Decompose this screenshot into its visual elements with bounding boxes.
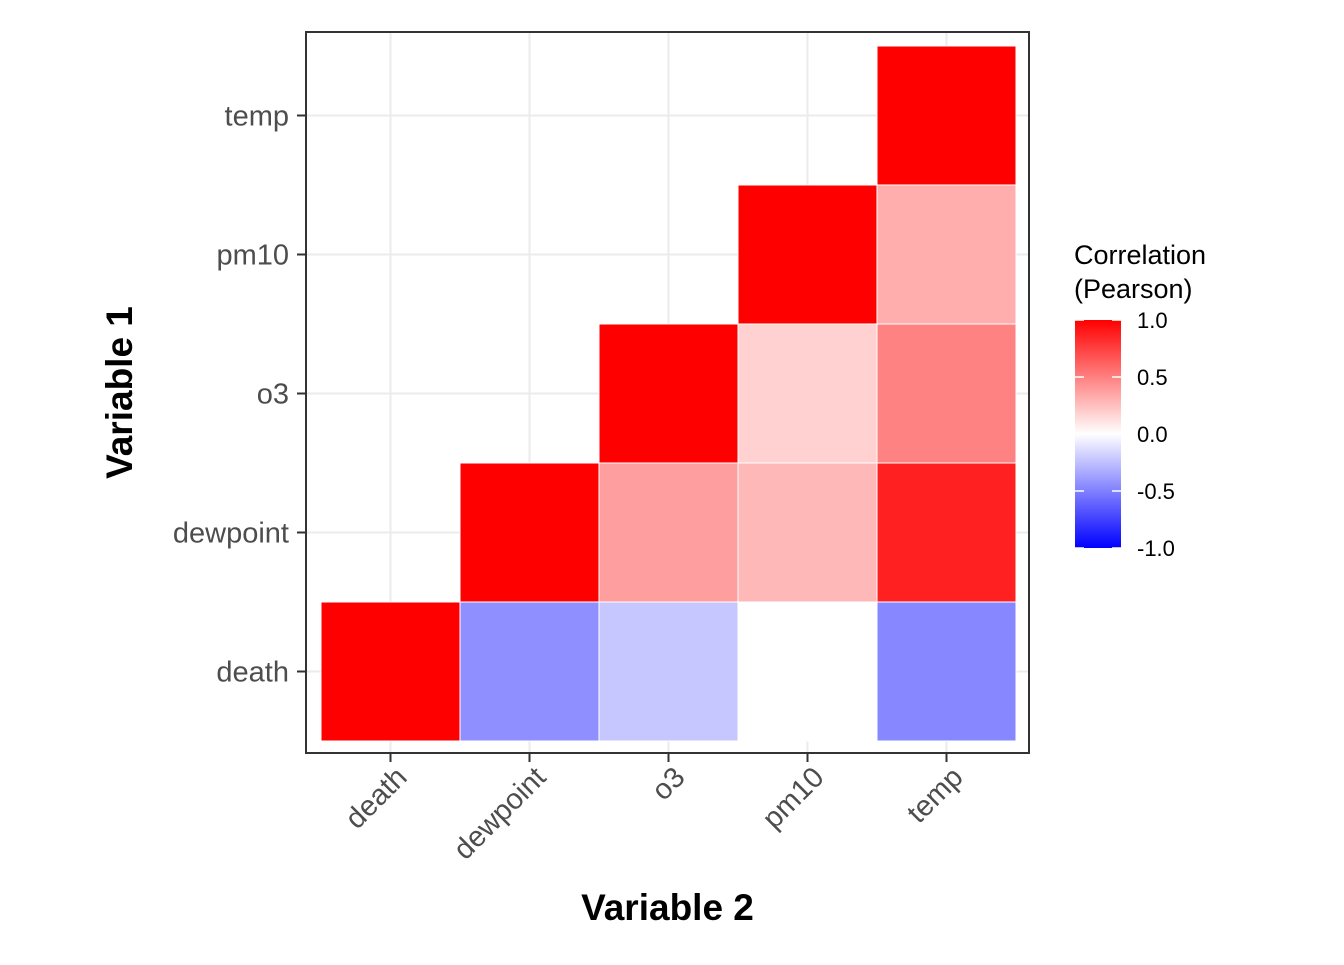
heatmap-cell-pm10-temp (876, 184, 1017, 325)
legend-tick-label-3: -0.5 (1137, 479, 1175, 504)
heatmap-cells (320, 45, 1017, 742)
x-axis-title: Variable 2 (581, 887, 754, 928)
legend-tick-label-0: 1.0 (1137, 308, 1168, 333)
legend-title-line-1: Correlation (1074, 240, 1206, 270)
heatmap-cell-temp-temp (876, 45, 1017, 186)
heatmap-cell-dewpoint-temp (876, 462, 1017, 603)
y-tick-label-dewpoint: dewpoint (173, 518, 289, 550)
heatmap-cell-o3-temp (876, 323, 1017, 464)
heatmap-cell-dewpoint-o3 (598, 462, 739, 603)
heatmap-cell-death-o3 (598, 601, 739, 742)
heatmap-cell-death-pm10 (737, 601, 878, 742)
legend-tick-label-2: 0.0 (1137, 422, 1168, 447)
y-tick-label-death: death (216, 657, 289, 689)
heatmap-cell-death-temp (876, 601, 1017, 742)
heatmap-cell-dewpoint-dewpoint (459, 462, 600, 603)
heatmap-cell-o3-pm10 (737, 323, 878, 464)
y-tick-label-temp: temp (225, 101, 289, 133)
legend-title-line-2: (Pearson) (1074, 274, 1193, 304)
legend: Correlation (Pearson) 1.0 0.5 0.0 -0.5 -1.0 (1074, 240, 1206, 561)
heatmap-cell-death-death (320, 601, 461, 742)
y-tick-label-o3: o3 (257, 379, 289, 411)
legend-tick-label-1: 0.5 (1137, 365, 1168, 390)
legend-tick-label-4: -1.0 (1137, 536, 1175, 561)
heatmap-cell-death-dewpoint (459, 601, 600, 742)
y-tick-label-pm10: pm10 (216, 240, 289, 272)
heatmap-cell-o3-o3 (598, 323, 739, 464)
heatmap-cell-pm10-pm10 (737, 184, 878, 325)
y-axis-title: Variable 1 (99, 306, 140, 479)
heatmap-cell-dewpoint-pm10 (737, 462, 878, 603)
